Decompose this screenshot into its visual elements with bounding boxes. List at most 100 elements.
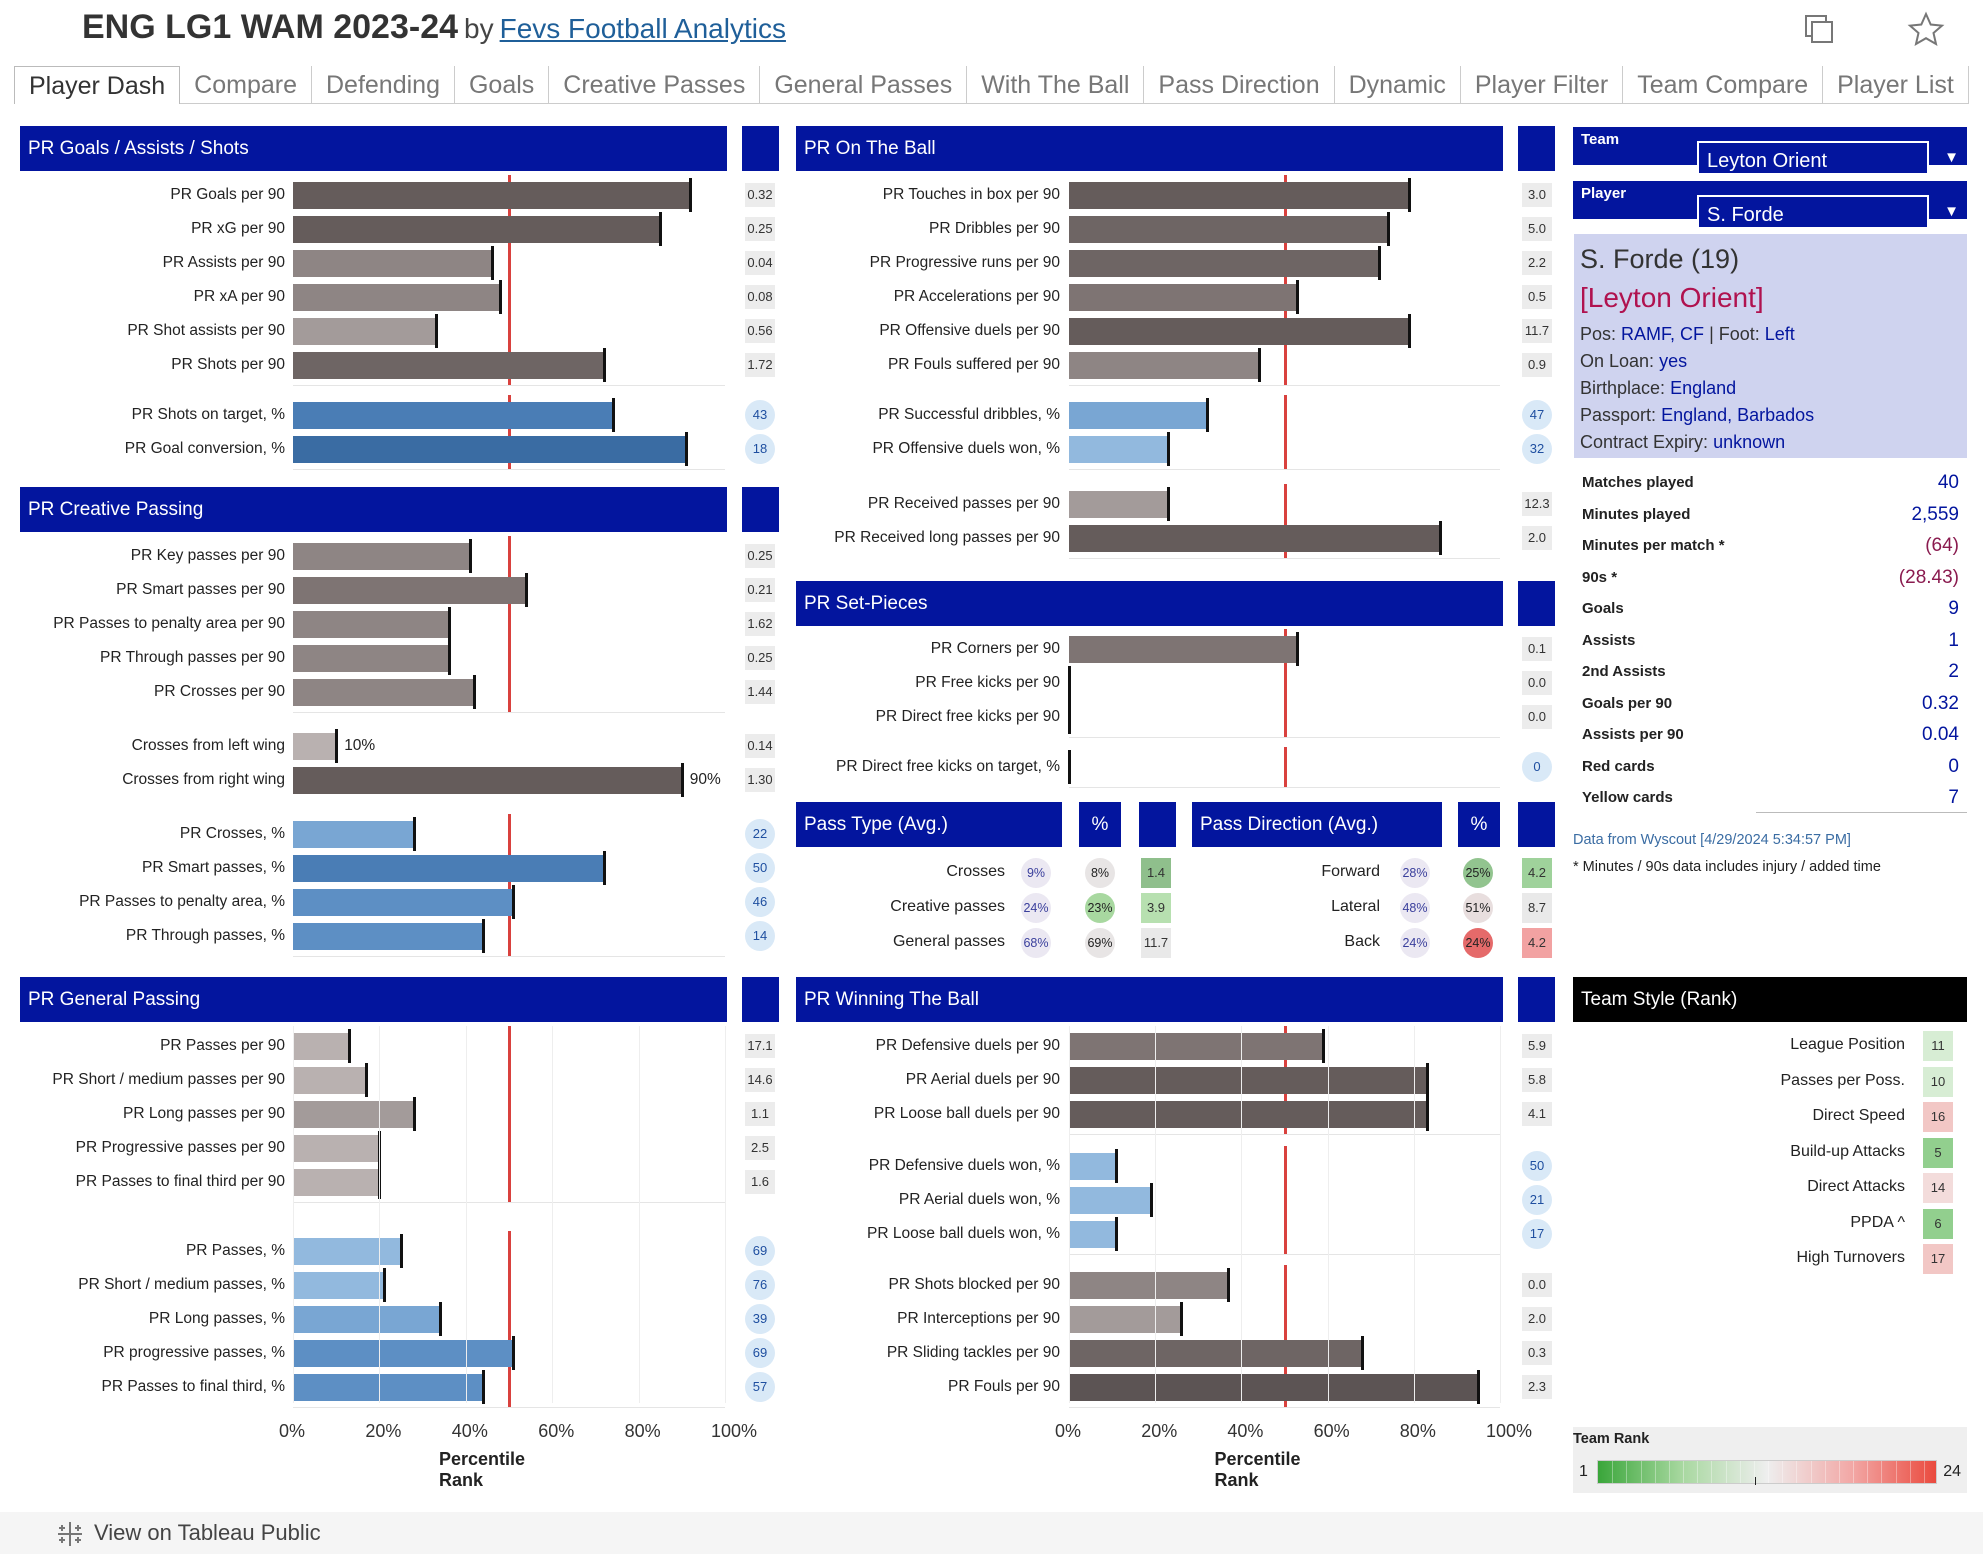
general-value-header: [742, 977, 779, 1022]
goals-row-label: PR xA per 90: [193, 288, 285, 305]
pass_direction-player-circle: 25%: [1463, 858, 1493, 888]
general-bar: [293, 1101, 414, 1128]
general-row-label: PR Short / medium passes per 90: [52, 1071, 285, 1088]
goals-bar: [293, 436, 687, 463]
winning-bar-marker: [1115, 1149, 1119, 1183]
ontheball-bar-marker: [1257, 348, 1261, 382]
general-bar: [293, 1238, 401, 1265]
team-rank-gradient-step: [1711, 1461, 1713, 1483]
creative-bar-marker: [525, 573, 529, 607]
ontheball-bar: [1069, 182, 1410, 209]
team-rank-gradient-step: [1725, 1461, 1727, 1483]
general-row-value: 17.1: [745, 1034, 775, 1058]
winning-gridline: [1500, 1026, 1501, 1403]
chevron-down-icon[interactable]: ▼: [1944, 203, 1959, 220]
general-row-value: 69: [745, 1236, 775, 1266]
general-row-label: PR Long passes, %: [148, 1310, 285, 1327]
winning-bar: [1069, 1067, 1427, 1094]
tab-general-passes[interactable]: General Passes: [760, 66, 968, 104]
pass_type-player-circle: 23%: [1085, 893, 1115, 923]
goals-bar-marker: [490, 246, 494, 280]
winning-row-value: 5.9: [1522, 1034, 1552, 1058]
general-bar: [293, 1135, 380, 1162]
goals-row-value: 0.08: [745, 285, 775, 309]
general-row-label: PR Passes, %: [185, 1242, 285, 1259]
tab-player-list[interactable]: Player List: [1823, 66, 1969, 104]
tab-dynamic[interactable]: Dynamic: [1335, 66, 1461, 104]
creative-row-label: Crosses from right wing: [122, 771, 285, 788]
tab-with-the-ball[interactable]: With The Ball: [967, 66, 1145, 104]
ontheball-row-value: 2.0: [1522, 526, 1552, 550]
winning-reference-line: [1283, 1146, 1287, 1254]
stat-label: Minutes played: [1582, 505, 1691, 523]
tab-pass-direction[interactable]: Pass Direction: [1144, 66, 1335, 104]
general-bar-marker: [482, 1370, 486, 1404]
ontheball-row-label: PR Successful dribbles, %: [878, 406, 1060, 423]
setpieces-bar: [1069, 636, 1298, 663]
goals-row-value: 18: [745, 434, 775, 464]
title-by: by: [464, 13, 494, 44]
creative-row-label: PR Smart passes per 90: [116, 581, 285, 598]
setpieces-bar-marker: [1068, 700, 1071, 734]
team-style-header: Team Style (Rank): [1573, 977, 1967, 1022]
author-link[interactable]: Fevs Football Analytics: [499, 13, 786, 44]
creative-reference-line: [508, 814, 511, 956]
view-on-tableau-link[interactable]: View on Tableau Public: [94, 1520, 321, 1545]
winning-bar: [1069, 1187, 1151, 1214]
tab-creative-passes[interactable]: Creative Passes: [549, 66, 761, 104]
winning-axis-tick: 20%: [1141, 1421, 1178, 1441]
ontheball-row-label: PR Fouls suffered per 90: [887, 356, 1060, 373]
title-bar: ENG LG1 WAM 2023-24 by Fevs Football Analy…: [0, 0, 1983, 62]
stat-row: 2nd Assists 2: [1582, 657, 1959, 687]
player-filter-value[interactable]: S. Forde: [1697, 195, 1929, 227]
goals-bar: [293, 250, 492, 277]
general-group-divider: [293, 1202, 725, 1203]
pass_direction-value-box: 8.7: [1522, 893, 1552, 923]
pass_direction-avg-circle: 48%: [1400, 893, 1430, 923]
creative-row-label: PR Smart passes, %: [142, 859, 285, 876]
ontheball-bar: [1069, 402, 1207, 429]
general-bar: [293, 1374, 484, 1401]
tab-player-dash[interactable]: Player Dash: [14, 66, 181, 104]
stat-value: (64): [1925, 535, 1959, 556]
tab-compare[interactable]: Compare: [180, 66, 312, 104]
tab-goals[interactable]: Goals: [455, 66, 550, 104]
player-contract-label: Contract Expiry:: [1580, 432, 1709, 452]
creative-bar-marker: [512, 885, 516, 919]
team-style-label: Build-up Attacks: [1790, 1142, 1905, 1160]
setpieces-group-divider: [1069, 787, 1500, 788]
ontheball-bar: [1069, 216, 1388, 243]
goals-bar-marker: [434, 314, 438, 348]
team-filter-value[interactable]: Leyton Orient: [1697, 141, 1929, 173]
stat-label: Yellow cards: [1582, 789, 1673, 806]
pass_type-header: Pass Type (Avg.): [796, 802, 1062, 847]
chevron-down-icon[interactable]: ▼: [1944, 149, 1959, 166]
tab-defending[interactable]: Defending: [312, 66, 455, 104]
duplicate-icon[interactable]: [1800, 10, 1840, 50]
creative-group-divider: [293, 712, 725, 713]
tab-player-filter[interactable]: Player Filter: [1461, 66, 1624, 104]
ontheball-bar: [1069, 436, 1169, 463]
general-group-divider: [293, 1407, 725, 1408]
winning-bar: [1069, 1306, 1182, 1333]
pass_direction-row-label: Back: [1344, 933, 1380, 950]
general-row-value: 1.6: [745, 1170, 775, 1194]
player-filter[interactable]: Player S. Forde ▼: [1573, 181, 1967, 227]
star-icon[interactable]: [1906, 10, 1946, 50]
team-rank-gradient-step: [1683, 1461, 1684, 1483]
stat-value: 0.32: [1922, 692, 1959, 714]
general-gridline: [725, 1026, 726, 1403]
creative-bar: [293, 889, 514, 916]
player-info-line: Birthplace: England: [1580, 378, 1736, 399]
winning-row-value: 50: [1522, 1151, 1552, 1181]
general-row-value: 57: [745, 1372, 775, 1402]
stat-row: Goals 9: [1582, 594, 1959, 624]
team-style-rank: 5: [1923, 1137, 1953, 1168]
ontheball-row-label: PR Dribbles per 90: [929, 220, 1060, 237]
ontheball-row-label: PR Received long passes per 90: [834, 529, 1060, 546]
winning-gridline: [1327, 1026, 1329, 1403]
team-filter[interactable]: Team Leyton Orient ▼: [1573, 127, 1967, 173]
tab-team-compare[interactable]: Team Compare: [1623, 66, 1824, 104]
title-text: ENG LG1 WAM 2023-24: [82, 8, 459, 46]
winning-bar-marker: [1425, 1097, 1429, 1131]
